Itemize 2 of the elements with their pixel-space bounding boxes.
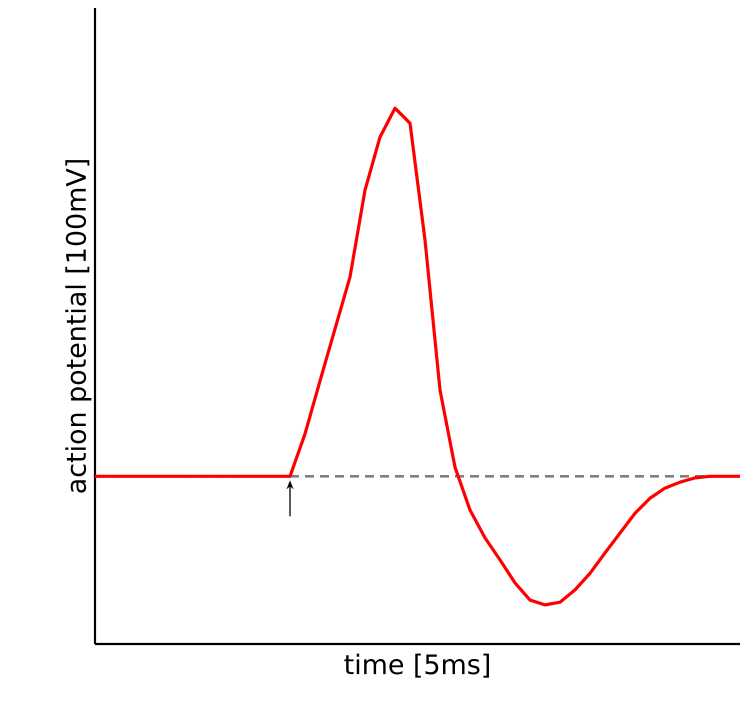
y-axis-title: action potential [100mV] [65,160,92,493]
x-axis-title: time [5ms] [344,654,489,678]
